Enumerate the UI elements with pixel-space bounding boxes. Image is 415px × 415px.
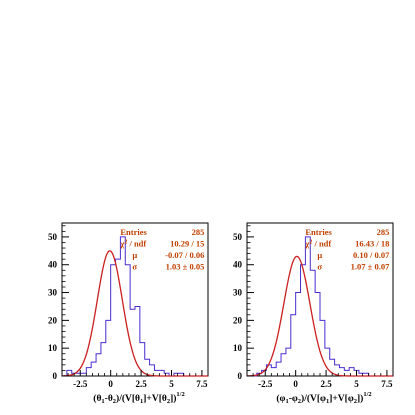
x-tick-label: 7.5 — [196, 379, 208, 389]
histogram-bins — [247, 236, 393, 377]
x-tick-label: 5 — [169, 379, 174, 389]
x-axis-title: (φ1-φ2)/(V[φ1]+V[φ2])1/2 — [276, 391, 371, 405]
stats-label: σ — [317, 262, 322, 272]
y-tick-label: 0 — [53, 371, 58, 381]
histogram-panel-theta: 0 10 20 30 40 50 -2.5 0 2.5 5 7.5 Entries 285 χ2 / nd… — [48, 222, 209, 405]
x-axis-title: (θ1-θ2)/(V[θ1]+V[θ2])1/2 — [93, 391, 184, 405]
stats-label: Entries — [305, 227, 332, 237]
y-tick-label: 30 — [48, 288, 58, 298]
stats-label: μ — [132, 250, 137, 260]
y-tick-label: 50 — [233, 232, 243, 242]
y-tick-label: 50 — [48, 232, 58, 242]
stats-value: 0.10 / 0.07 — [353, 250, 390, 260]
y-tick-label: 30 — [233, 288, 243, 298]
x-tick-label: 2.5 — [135, 379, 147, 389]
histogram-panel-phi: 0 10 20 30 40 50 -2.5 0 2.5 5 7.5 Entries 285 χ2 / nd… — [233, 222, 394, 405]
stats-value: 16.43 / 18 — [355, 239, 389, 249]
stats-value: 1.07 ± 0.07 — [351, 262, 390, 272]
stats-label: χ2 / ndf — [119, 239, 146, 249]
x-tick-label: 7.5 — [381, 379, 393, 389]
stats-value: 285 — [192, 227, 205, 237]
x-tick-label: -2.5 — [258, 379, 273, 389]
stats-value: 1.03 ± 0.05 — [166, 262, 205, 272]
x-tick-label: 0 — [293, 379, 298, 389]
y-tick-label: 40 — [233, 260, 243, 270]
y-tick-label: 40 — [48, 260, 58, 270]
stats-value: -0.07 / 0.06 — [165, 250, 204, 260]
stats-value: 285 — [377, 227, 390, 237]
x-tick-label: -2.5 — [73, 379, 88, 389]
stats-label: μ — [317, 250, 322, 260]
y-tick-label: 20 — [233, 315, 243, 325]
stats-label: σ — [132, 262, 137, 272]
y-tick-label: 10 — [233, 343, 243, 353]
y-tick-label: 10 — [48, 343, 58, 353]
stats-label: Entries — [120, 227, 147, 237]
stats-label: χ2 / ndf — [304, 239, 331, 249]
y-tick-label: 20 — [48, 315, 58, 325]
stats-value: 10.29 / 15 — [170, 239, 204, 249]
x-tick-label: 5 — [354, 379, 359, 389]
x-tick-label: 0 — [108, 379, 113, 389]
y-tick-label: 0 — [238, 371, 243, 381]
histogram-bins — [62, 236, 208, 377]
x-tick-label: 2.5 — [320, 379, 332, 389]
